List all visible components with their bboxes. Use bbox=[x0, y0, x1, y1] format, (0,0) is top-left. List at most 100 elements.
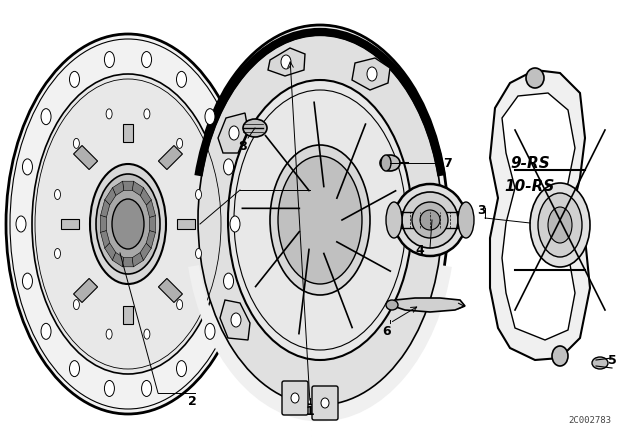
FancyBboxPatch shape bbox=[282, 381, 308, 415]
Ellipse shape bbox=[278, 156, 362, 284]
Ellipse shape bbox=[412, 202, 448, 238]
Polygon shape bbox=[220, 300, 250, 340]
Ellipse shape bbox=[230, 216, 240, 232]
Polygon shape bbox=[390, 298, 465, 312]
Ellipse shape bbox=[177, 138, 182, 148]
Ellipse shape bbox=[22, 273, 33, 289]
Ellipse shape bbox=[548, 207, 572, 243]
Ellipse shape bbox=[420, 210, 440, 230]
Polygon shape bbox=[218, 113, 248, 153]
Ellipse shape bbox=[223, 273, 234, 289]
Ellipse shape bbox=[141, 52, 152, 68]
Text: 1: 1 bbox=[306, 405, 314, 418]
Polygon shape bbox=[147, 200, 156, 217]
Ellipse shape bbox=[54, 190, 61, 199]
Ellipse shape bbox=[195, 190, 202, 199]
Ellipse shape bbox=[144, 329, 150, 339]
FancyBboxPatch shape bbox=[394, 212, 466, 228]
Ellipse shape bbox=[70, 71, 79, 87]
Ellipse shape bbox=[106, 329, 112, 339]
Ellipse shape bbox=[90, 164, 166, 284]
Polygon shape bbox=[502, 93, 575, 340]
Polygon shape bbox=[100, 231, 109, 248]
Ellipse shape bbox=[195, 249, 202, 258]
Ellipse shape bbox=[104, 186, 152, 262]
Ellipse shape bbox=[54, 249, 61, 258]
Ellipse shape bbox=[538, 193, 582, 257]
Ellipse shape bbox=[321, 398, 329, 408]
Text: 5: 5 bbox=[607, 353, 616, 366]
Ellipse shape bbox=[96, 174, 160, 274]
Polygon shape bbox=[122, 258, 134, 267]
Polygon shape bbox=[132, 181, 143, 195]
Ellipse shape bbox=[32, 74, 224, 374]
Text: 2C002783: 2C002783 bbox=[568, 415, 611, 425]
Ellipse shape bbox=[394, 184, 466, 256]
Ellipse shape bbox=[386, 202, 402, 238]
Ellipse shape bbox=[22, 159, 33, 175]
Polygon shape bbox=[100, 200, 109, 217]
Ellipse shape bbox=[74, 138, 79, 148]
Ellipse shape bbox=[386, 300, 398, 310]
Ellipse shape bbox=[381, 155, 391, 171]
Text: 2: 2 bbox=[188, 395, 196, 408]
Polygon shape bbox=[352, 58, 390, 90]
FancyBboxPatch shape bbox=[312, 386, 338, 420]
Text: 8: 8 bbox=[239, 139, 247, 152]
Ellipse shape bbox=[281, 55, 291, 69]
Ellipse shape bbox=[552, 346, 568, 366]
Ellipse shape bbox=[104, 380, 115, 396]
Polygon shape bbox=[123, 306, 133, 324]
Ellipse shape bbox=[70, 361, 79, 377]
Ellipse shape bbox=[177, 71, 186, 87]
Ellipse shape bbox=[106, 109, 112, 119]
Ellipse shape bbox=[231, 313, 241, 327]
Polygon shape bbox=[132, 253, 143, 267]
Text: 4: 4 bbox=[415, 244, 424, 257]
Text: 7: 7 bbox=[444, 156, 452, 169]
Polygon shape bbox=[140, 243, 151, 260]
Ellipse shape bbox=[243, 119, 267, 137]
Ellipse shape bbox=[198, 35, 442, 405]
Polygon shape bbox=[140, 188, 151, 205]
Ellipse shape bbox=[177, 300, 182, 310]
Polygon shape bbox=[113, 181, 124, 195]
Ellipse shape bbox=[205, 323, 215, 339]
Polygon shape bbox=[268, 48, 305, 76]
Ellipse shape bbox=[458, 202, 474, 238]
Ellipse shape bbox=[530, 183, 590, 267]
Ellipse shape bbox=[223, 159, 234, 175]
Ellipse shape bbox=[592, 357, 608, 369]
Polygon shape bbox=[100, 215, 106, 233]
Ellipse shape bbox=[402, 192, 458, 248]
Polygon shape bbox=[159, 279, 182, 302]
Polygon shape bbox=[177, 219, 195, 229]
Ellipse shape bbox=[112, 199, 144, 249]
Polygon shape bbox=[123, 124, 133, 142]
Text: 9-RS: 9-RS bbox=[510, 155, 550, 171]
Ellipse shape bbox=[367, 67, 377, 81]
Polygon shape bbox=[147, 231, 156, 248]
Polygon shape bbox=[105, 188, 116, 205]
Ellipse shape bbox=[104, 52, 115, 68]
Ellipse shape bbox=[229, 126, 239, 140]
Text: 6: 6 bbox=[383, 324, 391, 337]
Polygon shape bbox=[150, 215, 156, 233]
Ellipse shape bbox=[74, 300, 79, 310]
Ellipse shape bbox=[41, 109, 51, 125]
Polygon shape bbox=[113, 253, 124, 267]
Polygon shape bbox=[74, 146, 97, 169]
Polygon shape bbox=[159, 146, 182, 169]
Ellipse shape bbox=[16, 216, 26, 232]
Ellipse shape bbox=[141, 380, 152, 396]
Ellipse shape bbox=[41, 323, 51, 339]
Text: 10-RS: 10-RS bbox=[505, 178, 555, 194]
Ellipse shape bbox=[177, 361, 186, 377]
Ellipse shape bbox=[380, 155, 400, 171]
Ellipse shape bbox=[270, 145, 370, 295]
Ellipse shape bbox=[228, 80, 412, 360]
Polygon shape bbox=[122, 181, 134, 190]
Ellipse shape bbox=[205, 109, 215, 125]
Ellipse shape bbox=[6, 34, 250, 414]
Ellipse shape bbox=[144, 109, 150, 119]
